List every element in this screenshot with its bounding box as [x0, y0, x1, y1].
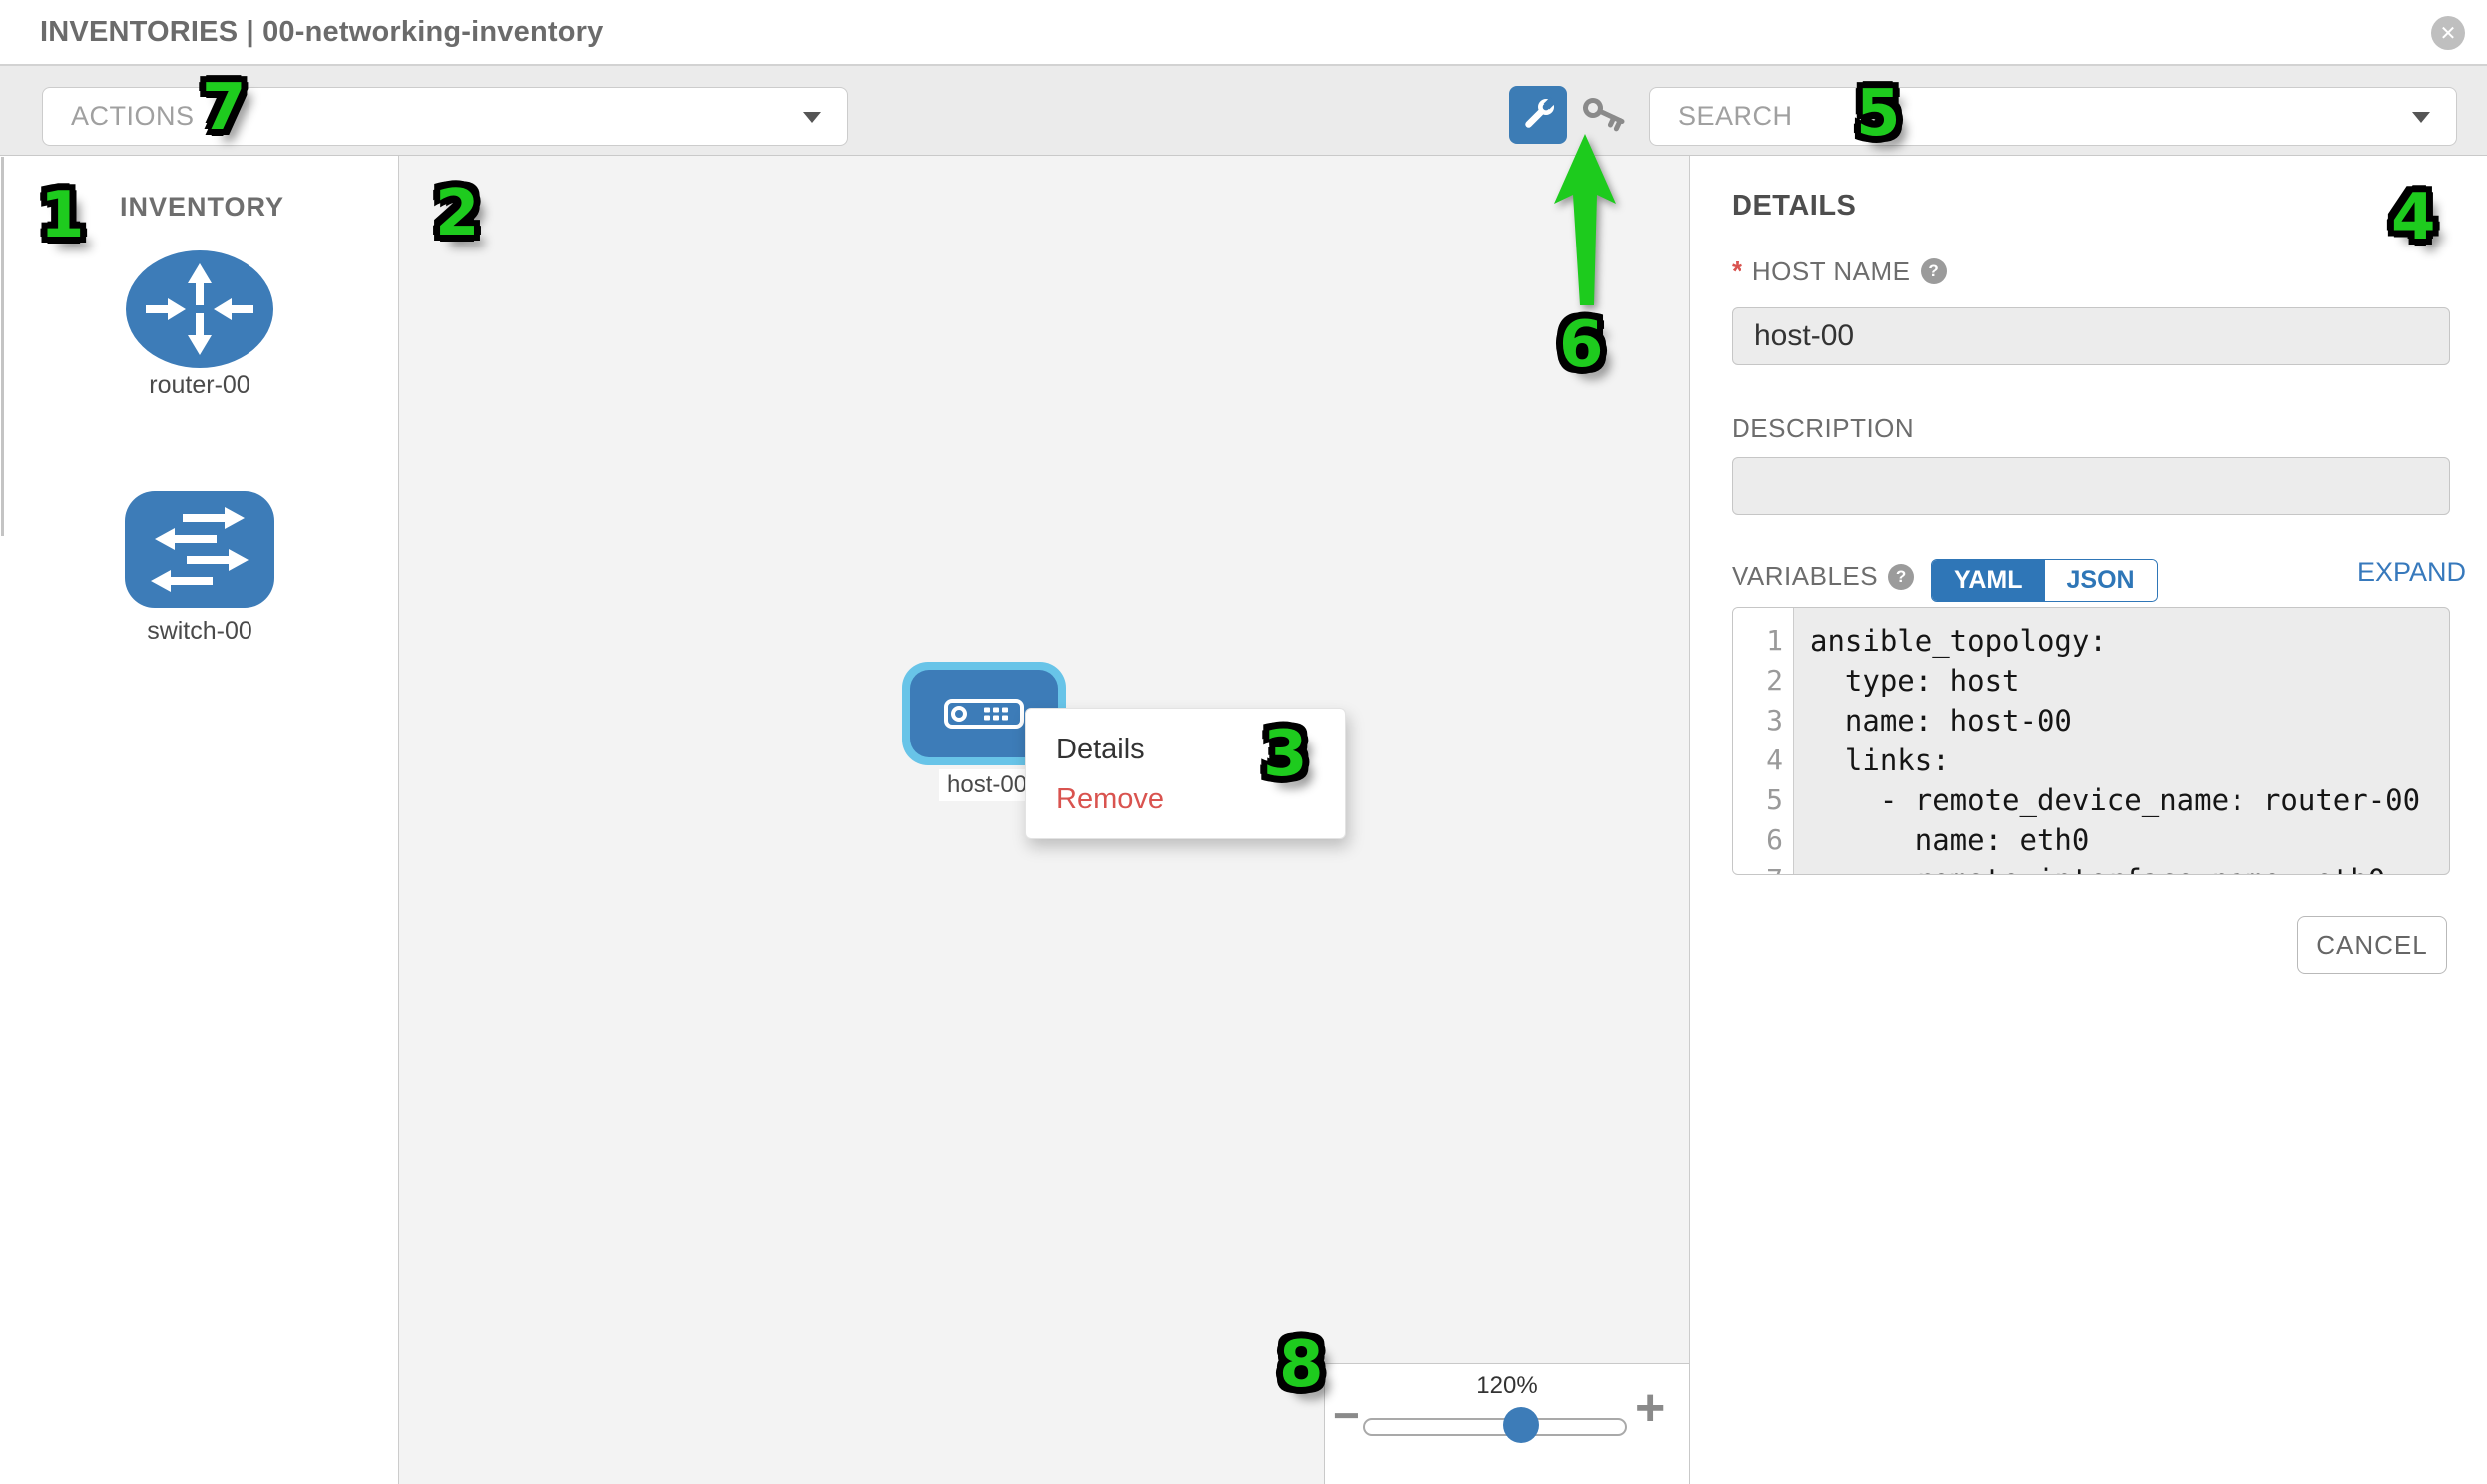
code-line-numbers: 1 2 3 4 5 6 7: [1733, 608, 1794, 874]
zoom-control-panel: 120% − +: [1324, 1363, 1690, 1484]
help-icon[interactable]: ?: [1888, 563, 1915, 590]
details-panel: DETAILS * HOST NAME ? DESCRIPTION VARIAB…: [1690, 156, 2487, 1484]
wrench-icon: [1525, 97, 1556, 128]
switch-icon: [125, 491, 274, 608]
host-name-input[interactable]: [1732, 307, 2450, 365]
zoom-out-button[interactable]: −: [1333, 1389, 1360, 1441]
inventory-sidebar: INVENTORY router-00: [0, 156, 399, 1484]
router-icon: [126, 250, 273, 368]
header: INVENTORIES | 00-networking-inventory ✕: [0, 0, 2487, 66]
close-button[interactable]: ✕: [2431, 16, 2465, 50]
help-icon[interactable]: ?: [1920, 258, 1947, 284]
sidebar-scrollbar[interactable]: [1, 157, 4, 536]
cancel-button[interactable]: CANCEL: [2297, 916, 2447, 974]
topology-canvas[interactable]: host-00 Details Remove 120% − +: [399, 156, 1690, 1484]
actions-dropdown-label: ACTIONS: [71, 101, 195, 131]
key-icon: [1583, 98, 1625, 132]
json-toggle-button[interactable]: JSON: [2044, 560, 2157, 601]
menu-item-remove[interactable]: Remove: [1056, 783, 1164, 815]
search-dropdown[interactable]: SEARCH: [1649, 87, 2457, 146]
variables-label: VARIABLES: [1732, 561, 1879, 591]
variables-format-toggle: YAML JSON: [1931, 559, 2158, 602]
host-name-label-row: * HOST NAME ?: [1732, 255, 1947, 287]
configure-tools-button[interactable]: [1509, 86, 1567, 144]
code-content[interactable]: ansible_topology: type: host name: host-…: [1810, 624, 2421, 874]
zoom-in-button[interactable]: +: [1635, 1379, 1666, 1437]
key-credentials-button[interactable]: [1581, 93, 1633, 143]
page-title: INVENTORIES | 00-networking-inventory: [40, 15, 604, 48]
inventory-heading: INVENTORY: [120, 192, 285, 222]
host-name-label: HOST NAME: [1751, 255, 1911, 286]
actions-dropdown[interactable]: ACTIONS: [42, 87, 848, 146]
palette-node-switch[interactable]: [125, 491, 274, 613]
host-icon: [944, 699, 1024, 729]
required-asterisk: *: [1732, 255, 1742, 286]
variables-code-editor[interactable]: 1 2 3 4 5 6 7 ansible_topology: type: ho…: [1732, 607, 2450, 875]
variables-label-row: VARIABLES ?: [1732, 561, 1915, 592]
palette-node-label: router-00: [149, 371, 250, 399]
chevron-down-icon: [2412, 112, 2430, 123]
host-node-label: host-00: [939, 769, 1036, 801]
search-dropdown-label: SEARCH: [1678, 101, 1793, 131]
close-icon: ✕: [2439, 22, 2457, 45]
toolbar: ACTIONS SEARCH: [0, 66, 2487, 156]
palette-node-label: switch-00: [147, 617, 252, 645]
zoom-slider-handle[interactable]: [1503, 1407, 1539, 1443]
menu-item-details[interactable]: Details: [1056, 734, 1145, 765]
palette-node-router[interactable]: [126, 249, 273, 374]
node-context-menu: Details Remove: [1025, 708, 1346, 839]
zoom-percent-value: 120%: [1476, 1372, 1538, 1399]
description-input[interactable]: [1732, 457, 2450, 515]
description-label: DESCRIPTION: [1732, 413, 1915, 443]
description-label-row: DESCRIPTION: [1732, 413, 1914, 444]
chevron-down-icon: [803, 112, 821, 123]
zoom-slider-track[interactable]: [1363, 1418, 1627, 1436]
details-heading: DETAILS: [1732, 190, 1857, 222]
expand-link[interactable]: EXPAND: [2357, 557, 2467, 587]
yaml-toggle-button[interactable]: YAML: [1932, 560, 2045, 601]
